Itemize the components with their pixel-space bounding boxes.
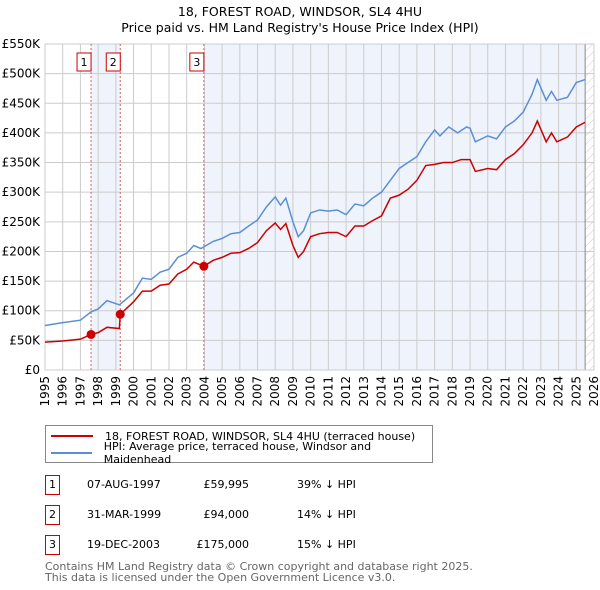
legend-item-property: 18, FOREST ROAD, WINDSOR, SL4 4HU (terra… xyxy=(46,428,415,444)
transaction-row: 3 19-DEC-2003 £175,000 15% ↓ HPI xyxy=(45,535,445,555)
x-tick-label: 2005 xyxy=(215,376,229,407)
legend: 18, FOREST ROAD, WINDSOR, SL4 4HU (terra… xyxy=(45,425,433,466)
y-tick-label: £100K xyxy=(2,304,42,318)
x-tick-label: 2011 xyxy=(321,376,335,407)
sale-label-box xyxy=(76,52,92,72)
x-tick-label: 2008 xyxy=(268,376,282,407)
x-tick-label: 2012 xyxy=(339,376,353,407)
transaction-date: 07-AUG-1997 xyxy=(87,478,161,491)
legend-label-property: 18, FOREST ROAD, WINDSOR, SL4 4HU (terra… xyxy=(105,429,416,443)
x-tick-label: 2024 xyxy=(552,376,566,407)
x-tick-label: 2025 xyxy=(569,376,583,407)
chart-subtitle: Price paid vs. HM Land Registry's House … xyxy=(121,20,479,35)
y-tick-label: £250K xyxy=(2,215,42,229)
y-tick-label: £0 xyxy=(25,363,40,377)
x-tick-label: 1998 xyxy=(91,376,105,407)
x-tick-label: 1995 xyxy=(38,376,52,407)
y-tick-label: £50K xyxy=(9,333,41,347)
x-tick-label: 1997 xyxy=(73,376,87,407)
x-tick-label: 1996 xyxy=(56,376,70,407)
future-hatch xyxy=(585,44,594,370)
legend-swatch-blue xyxy=(51,452,92,454)
footer-copyright: Contains HM Land Registry data © Crown c… xyxy=(45,560,473,573)
transaction-row: 2 31-MAR-1999 £94,000 14% ↓ HPI xyxy=(45,505,445,525)
x-tick-label: 2023 xyxy=(534,376,548,407)
x-tick-label: 2006 xyxy=(233,376,247,407)
plot-border xyxy=(44,43,595,371)
x-tick-label: 2002 xyxy=(162,376,176,407)
sale-label-box xyxy=(105,52,121,72)
transaction-price: £94,000 xyxy=(203,508,250,521)
footer-licence: This data is licensed under the Open Gov… xyxy=(45,571,396,584)
transaction-price: £59,995 xyxy=(203,478,250,491)
x-tick-label: 2026 xyxy=(587,376,600,407)
sale-label-box xyxy=(189,52,205,72)
legend-swatch-red xyxy=(51,435,93,437)
transaction-hpi-diff: 39% ↓ HPI xyxy=(297,478,356,491)
transaction-date: 19-DEC-2003 xyxy=(87,538,161,551)
x-tick-label: 2017 xyxy=(428,376,442,407)
sale-point xyxy=(115,309,125,319)
x-tick-label: 2020 xyxy=(481,376,495,407)
x-tick-label: 2000 xyxy=(127,376,141,407)
transaction-marker: 3 xyxy=(45,535,60,555)
sale-point xyxy=(86,329,96,339)
transaction-row: 1 07-AUG-1997 £59,995 39% ↓ HPI xyxy=(45,475,445,495)
y-tick-label: £300K xyxy=(2,185,42,199)
hpi-line xyxy=(44,77,586,327)
x-tick-label: 2007 xyxy=(251,376,265,407)
x-tick-label: 2009 xyxy=(286,376,300,407)
y-tick-label: £200K xyxy=(2,244,42,258)
x-tick-label: 2019 xyxy=(463,376,477,407)
x-tick-label: 2016 xyxy=(410,376,424,407)
x-tick-label: 2003 xyxy=(180,376,194,407)
x-tick-label: 1999 xyxy=(109,376,123,407)
sale-point xyxy=(199,261,209,271)
transaction-hpi-diff: 14% ↓ HPI xyxy=(297,508,356,521)
x-tick-label: 2010 xyxy=(304,376,318,407)
transaction-marker: 2 xyxy=(45,505,60,525)
sale-label: 2 xyxy=(110,56,117,69)
y-tick-label: £350K xyxy=(2,156,42,170)
x-tick-label: 2014 xyxy=(374,376,388,407)
legend-label-hpi: HPI: Average price, terraced house, Wind… xyxy=(103,440,372,466)
x-tick-label: 2018 xyxy=(445,376,459,407)
transaction-date: 31-MAR-1999 xyxy=(87,508,162,521)
x-tick-label: 2001 xyxy=(144,376,158,407)
transaction-hpi-diff: 15% ↓ HPI xyxy=(297,538,356,551)
sale-label: 1 xyxy=(81,56,88,69)
transaction-marker: 1 xyxy=(45,475,60,495)
y-tick-label: £550K xyxy=(2,37,42,51)
price-chart: £0 £50K £100K £150K £200K £250K £300K £350K £400… xyxy=(2,37,600,407)
x-tick-label: 2004 xyxy=(197,376,211,407)
chart-title: 18, FOREST ROAD, WINDSOR, SL4 4HU xyxy=(177,4,423,19)
y-tick-label: £450K xyxy=(2,96,42,110)
x-tick-label: 2022 xyxy=(516,376,530,407)
property-price-line xyxy=(44,119,586,343)
y-tick-label: £150K xyxy=(2,274,42,288)
shaded-period xyxy=(203,44,586,370)
x-tick-label: 2013 xyxy=(357,376,371,407)
x-tick-label: 2015 xyxy=(392,376,406,407)
y-tick-label: £500K xyxy=(2,67,42,81)
y-tick-label: £400K xyxy=(2,126,42,140)
sale-label: 3 xyxy=(193,56,200,69)
x-tick-label: 2021 xyxy=(498,376,512,407)
transaction-price: £175,000 xyxy=(196,538,250,551)
legend-item-hpi: HPI: Average price, terraced house, Wind… xyxy=(46,440,432,466)
